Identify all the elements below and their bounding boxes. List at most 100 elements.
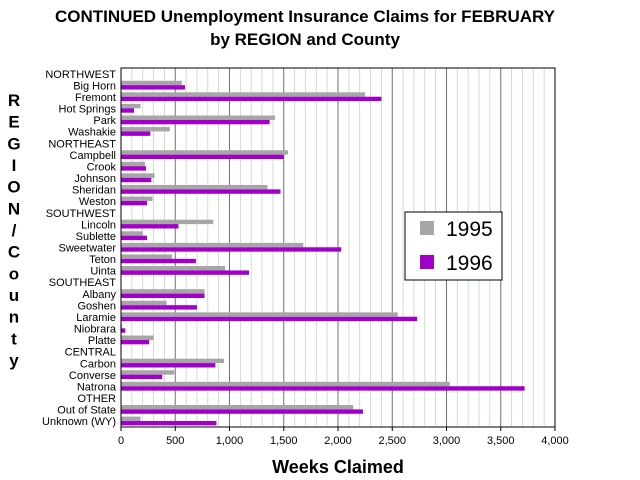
y-axis-title-letter: u — [9, 286, 19, 305]
y-axis-title-letter: G — [7, 134, 20, 153]
bar-1996-out-of-state — [121, 409, 363, 414]
plot-frame — [120, 67, 556, 428]
category-label: Albany — [82, 289, 116, 301]
legend-label-1995: 1995 — [446, 218, 493, 241]
y-axis-title-letter: / — [12, 221, 17, 240]
y-axis-title-letter: t — [11, 329, 17, 348]
bar-1995-niobrara — [121, 323, 123, 329]
bar-1996-unknown-wy — [121, 420, 217, 426]
category-label: SOUTHEAST — [49, 277, 117, 289]
bar-1996-crook — [121, 166, 146, 171]
bar-1996-park — [121, 119, 270, 125]
bar-1996-weston — [121, 200, 148, 206]
category-label: OTHER — [78, 393, 117, 405]
y-axis-title-letter: N — [8, 199, 20, 218]
y-axis-title-letter: R — [8, 91, 20, 110]
legend: 1995 1996 — [404, 211, 503, 281]
bar-1995-big-horn — [121, 80, 182, 86]
category-label: Crook — [87, 161, 117, 173]
x-tick-label: 2,000 — [324, 435, 352, 447]
bar-1995-platte — [121, 335, 154, 340]
bar-1995-weston — [121, 196, 153, 201]
category-label: Sublette — [76, 231, 116, 243]
category-label: Out of State — [57, 405, 116, 417]
bar-1996-natrona — [121, 386, 525, 391]
x-tick-label: 500 — [166, 435, 184, 447]
category-label: Goshen — [77, 300, 116, 312]
bar-1996-sweetwater — [121, 247, 342, 252]
bar-1995-carbon — [121, 358, 225, 364]
bar-1995-albany — [121, 289, 205, 294]
bar-1996-carbon — [121, 363, 216, 368]
bar-1996-converse — [121, 374, 163, 380]
x-tick-label: 1,000 — [216, 435, 244, 447]
bar-1995-lincoln — [121, 219, 214, 225]
x-tick-label: 0 — [118, 435, 124, 447]
category-label: Natrona — [77, 381, 117, 393]
bar-1995-park — [121, 115, 276, 120]
chart-title: CONTINUED Unemployment Insurance Claims … — [55, 7, 556, 26]
category-label: CENTRAL — [65, 347, 116, 359]
category-label: Sweetwater — [59, 243, 117, 255]
x-tick-label: 1,500 — [270, 435, 298, 447]
bar-1996-sublette — [121, 235, 148, 241]
bars — [121, 80, 525, 426]
bar-1996-lincoln — [121, 224, 179, 229]
category-label: Sheridan — [72, 185, 116, 197]
bar-1995-johnson — [121, 173, 155, 178]
x-axis-title: Weeks Claimed — [272, 457, 404, 477]
x-tick-label: 3,000 — [433, 435, 461, 447]
category-label: Lincoln — [81, 219, 116, 231]
y-axis-title-letter: n — [9, 308, 19, 327]
bar-1996-uinta — [121, 270, 250, 275]
bar-1995-goshen — [121, 300, 167, 306]
y-axis-title-letter: C — [8, 243, 20, 262]
y-axis-title-letter: o — [9, 264, 19, 283]
x-tick-label: 4,000 — [541, 435, 569, 447]
category-label: Park — [93, 115, 116, 127]
chart-subtitle: by REGION and County — [210, 30, 400, 49]
bar-1996-hot-springs — [121, 108, 135, 113]
bar-1995-campbell — [121, 150, 289, 155]
bar-1996-campbell — [121, 154, 284, 160]
bar-1996-platte — [121, 339, 150, 345]
category-label: Fremont — [75, 92, 116, 104]
bar-1995-sheridan — [121, 184, 268, 190]
x-tick-label: 3,500 — [487, 435, 515, 447]
y-axis-title: REGION / County — [7, 91, 20, 370]
bar-1996-goshen — [121, 305, 197, 310]
category-label: NORTHEAST — [48, 138, 116, 150]
bar-1996-niobrara — [121, 328, 126, 333]
bar-1995-washakie — [121, 127, 170, 132]
bar-1996-washakie — [121, 131, 151, 136]
x-tick-labels: 0 500 1,000 1,500 2,000 2,500 3,000 3,500 4,000 — [118, 427, 569, 447]
category-label: SOUTHWEST — [46, 208, 117, 220]
bar-1996-big-horn — [121, 85, 186, 90]
bar-1996-laramie — [121, 316, 418, 322]
bar-1996-albany — [121, 293, 205, 298]
y-axis-title-letter: O — [7, 178, 20, 197]
bar-1995-uinta — [121, 266, 226, 271]
category-label: Teton — [89, 254, 116, 266]
category-label: Uinta — [90, 266, 117, 278]
category-label: Weston — [79, 196, 116, 208]
bar-1995-unknown-wy — [121, 416, 141, 421]
bar-1995-natrona — [121, 381, 450, 387]
category-label: Carbon — [80, 358, 116, 370]
category-label: Converse — [69, 370, 116, 382]
bar-1995-converse — [121, 370, 175, 375]
bar-1995-hot-springs — [121, 103, 141, 109]
bar-1996-sheridan — [121, 189, 281, 194]
category-label: Laramie — [76, 312, 116, 324]
x-tick-label: 2,500 — [378, 435, 406, 447]
bar-1995-sublette — [121, 231, 143, 236]
legend-swatch-1995 — [420, 221, 434, 235]
bar-1996-fremont — [121, 96, 382, 102]
legend-swatch-1996 — [420, 255, 434, 269]
category-label: Platte — [88, 335, 116, 347]
legend-label-1996: 1996 — [446, 252, 493, 275]
bar-1995-teton — [121, 254, 172, 259]
category-label: Hot Springs — [59, 104, 117, 116]
